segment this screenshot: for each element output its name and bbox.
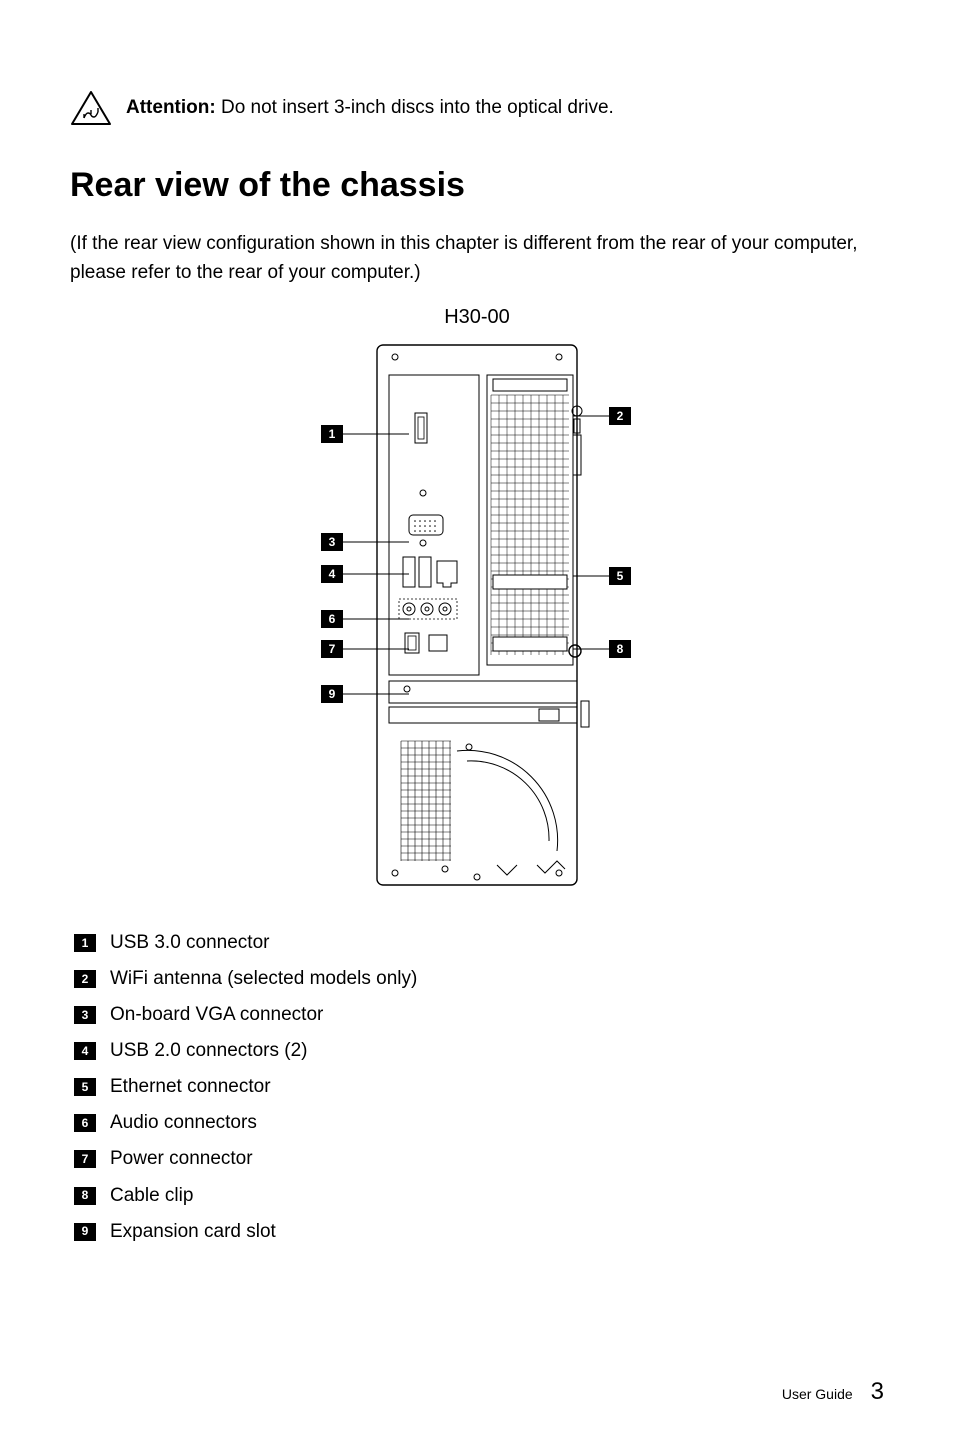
legend-item: 3 On-board VGA connector xyxy=(74,997,884,1033)
svg-text:6: 6 xyxy=(329,612,336,626)
legend-badge: 4 xyxy=(74,1042,96,1060)
legend-item: 6 Audio connectors xyxy=(74,1105,884,1141)
attention-text: Attention: Do not insert 3-inch discs in… xyxy=(126,95,614,122)
attention-body: Do not insert 3-inch discs into the opti… xyxy=(216,97,614,118)
svg-text:2: 2 xyxy=(617,409,624,423)
legend-label: Audio connectors xyxy=(110,1105,257,1141)
legend-badge: 3 xyxy=(74,1006,96,1024)
warning-triangle-icon xyxy=(70,90,112,126)
legend-item: 1 USB 3.0 connector xyxy=(74,925,884,961)
legend-badge: 2 xyxy=(74,970,96,988)
legend-label: Ethernet connector xyxy=(110,1069,271,1105)
rear-chassis-diagram: 1 3 4 6 7 9 2 5 8 xyxy=(70,335,884,895)
legend-item: 9 Expansion card slot xyxy=(74,1214,884,1250)
svg-text:7: 7 xyxy=(329,642,336,656)
svg-text:1: 1 xyxy=(329,427,336,441)
legend-badge: 7 xyxy=(74,1150,96,1168)
legend-list: 1 USB 3.0 connector 2 WiFi antenna (selecte… xyxy=(74,925,884,1250)
legend-badge: 6 xyxy=(74,1114,96,1132)
legend-label: On-board VGA connector xyxy=(110,997,323,1033)
legend-item: 5 Ethernet connector xyxy=(74,1069,884,1105)
svg-text:4: 4 xyxy=(329,567,336,581)
legend-label: USB 2.0 connectors (2) xyxy=(110,1033,307,1069)
legend-badge: 1 xyxy=(74,934,96,952)
svg-text:3: 3 xyxy=(329,535,336,549)
attention-row: Attention: Do not insert 3-inch discs in… xyxy=(70,90,884,126)
legend-item: 7 Power connector xyxy=(74,1141,884,1177)
page-footer: User Guide 3 xyxy=(782,1378,884,1406)
legend-item: 2 WiFi antenna (selected models only) xyxy=(74,961,884,997)
section-subtitle: (If the rear view configuration shown in… xyxy=(70,229,884,288)
svg-text:8: 8 xyxy=(617,642,624,656)
legend-label: USB 3.0 connector xyxy=(110,925,269,961)
legend-badge: 8 xyxy=(74,1187,96,1205)
legend-item: 4 USB 2.0 connectors (2) xyxy=(74,1033,884,1069)
svg-text:5: 5 xyxy=(617,569,624,583)
legend-label: Cable clip xyxy=(110,1178,193,1214)
legend-badge: 5 xyxy=(74,1078,96,1096)
svg-text:9: 9 xyxy=(329,687,336,701)
section-title: Rear view of the chassis xyxy=(70,166,884,205)
footer-doc: User Guide xyxy=(782,1386,853,1402)
model-label: H30-00 xyxy=(70,306,884,329)
legend-label: WiFi antenna (selected models only) xyxy=(110,961,417,997)
legend-label: Expansion card slot xyxy=(110,1214,276,1250)
legend-item: 8 Cable clip xyxy=(74,1178,884,1214)
legend-badge: 9 xyxy=(74,1223,96,1241)
attention-label: Attention: xyxy=(126,97,216,118)
footer-page: 3 xyxy=(871,1378,884,1406)
legend-label: Power connector xyxy=(110,1141,253,1177)
